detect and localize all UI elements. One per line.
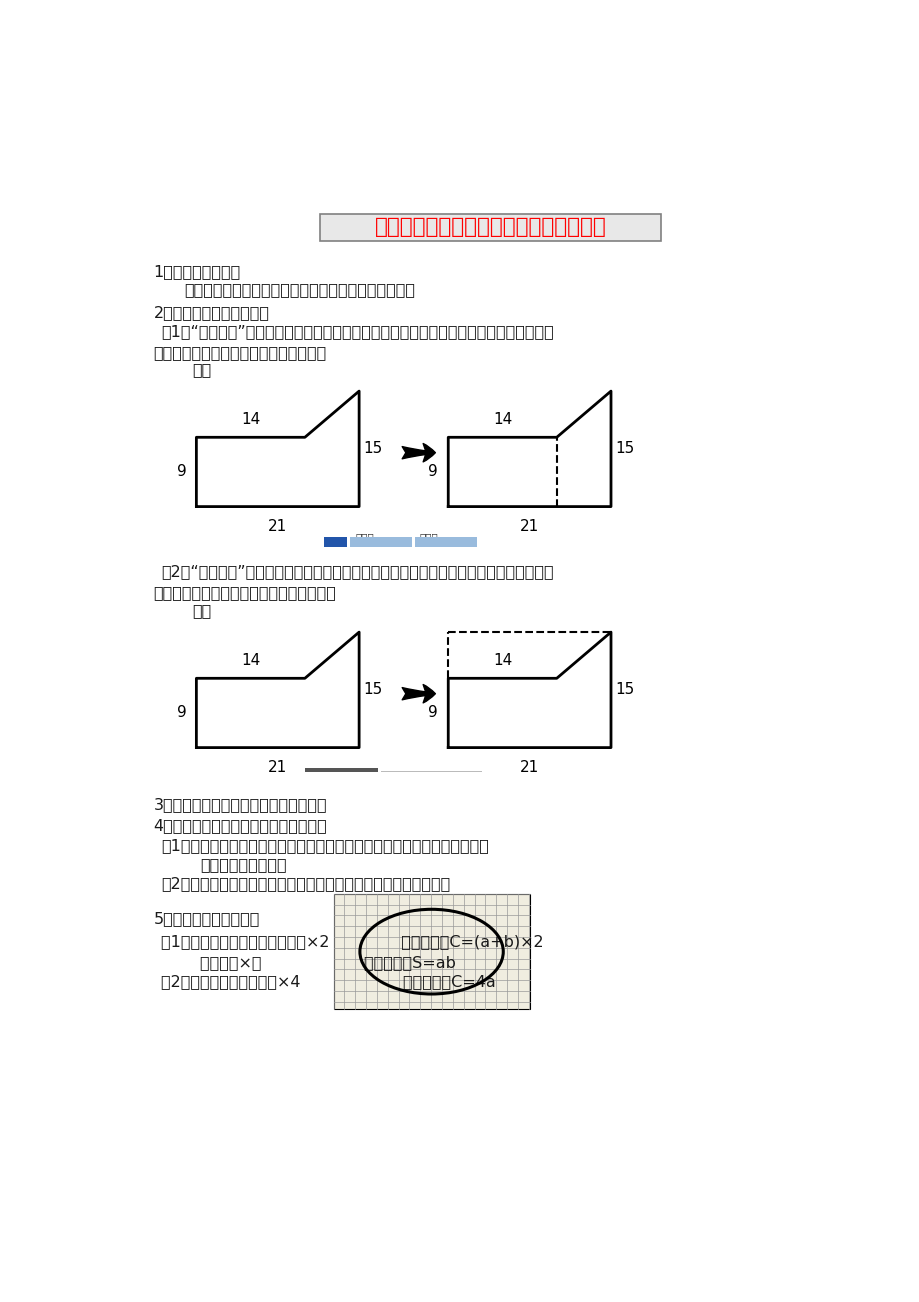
Bar bbox=[304, 768, 378, 772]
Text: （1）“分割求和”法：根据图形和所给条件的关系，将图形进行合理分割，形成基本图形。: （1）“分割求和”法：根据图形和所给条件的关系，将图形进行合理分割，形成基本图形… bbox=[162, 324, 553, 339]
Polygon shape bbox=[196, 391, 358, 506]
Text: 例：: 例： bbox=[192, 362, 211, 378]
Text: 14: 14 bbox=[241, 654, 260, 668]
Text: 14: 14 bbox=[241, 413, 260, 427]
Polygon shape bbox=[448, 631, 610, 747]
Text: 9: 9 bbox=[176, 706, 186, 720]
Text: 3、分割规则：分得越少，计算越简单。: 3、分割规则：分得越少，计算越简单。 bbox=[153, 797, 327, 812]
Text: 21: 21 bbox=[267, 519, 287, 534]
Text: 21: 21 bbox=[519, 760, 539, 775]
Text: 2、求组合图形面积的方法: 2、求组合图形面积的方法 bbox=[153, 305, 269, 320]
Text: 15: 15 bbox=[363, 682, 382, 698]
Text: 21: 21 bbox=[267, 760, 287, 775]
Text: 15: 15 bbox=[363, 441, 382, 456]
Text: 三角形: 三角形 bbox=[419, 533, 437, 542]
Text: 由几个简单的图形，通过不同的方式组合而成的图形。: 由几个简单的图形，通过不同的方式组合而成的图形。 bbox=[185, 281, 415, 297]
Text: 14: 14 bbox=[493, 413, 512, 427]
Bar bbox=[349, 538, 412, 547]
Text: 9: 9 bbox=[428, 706, 437, 720]
Text: 第六单元《组合图形的面积》知识点总结: 第六单元《组合图形的面积》知识点总结 bbox=[375, 217, 607, 237]
Polygon shape bbox=[196, 631, 358, 747]
Bar bbox=[323, 538, 347, 547]
FancyBboxPatch shape bbox=[320, 214, 661, 241]
Text: （1）长方形：周长＝（长＋宽）×2              字母公式：C=(a+b)×2: （1）长方形：周长＝（长＋宽）×2 字母公式：C=(a+b)×2 bbox=[162, 934, 543, 949]
Text: 4、不规则图形面积的估计与计算的方法: 4、不规则图形面积的估计与计算的方法 bbox=[153, 819, 327, 833]
Text: 15: 15 bbox=[615, 682, 634, 698]
Text: 面积＝长×宽                    字母公式：S=ab: 面积＝长×宽 字母公式：S=ab bbox=[200, 954, 456, 970]
Text: （2）“添补求差”法：将图形所缺部分进行添补，组成几个基本图形。几个基本图形的面积: （2）“添补求差”法：将图形所缺部分进行添补，组成几个基本图形。几个基本图形的面… bbox=[162, 564, 553, 579]
Bar bbox=[380, 771, 481, 772]
Text: （1）数格子的方法：数格子时，不满一格的可采用凑整法将几个合拼成一格: （1）数格子的方法：数格子时，不满一格的可采用凑整法将几个合拼成一格 bbox=[162, 838, 489, 853]
Text: 21: 21 bbox=[519, 519, 539, 534]
Text: 15: 15 bbox=[615, 441, 634, 456]
Text: 长方形: 长方形 bbox=[355, 533, 374, 542]
Text: （2）正方形：周长＝边长×4                    字母公式：C=4a: （2）正方形：周长＝边长×4 字母公式：C=4a bbox=[162, 974, 495, 990]
Text: 9: 9 bbox=[428, 465, 437, 479]
Text: 减去添补图形的面积就是组合图形的面积。: 减去添补图形的面积就是组合图形的面积。 bbox=[153, 585, 336, 600]
Text: （2）把不规则图形看成一个近似的基本图形，测量后计算出面积。: （2）把不规则图形看成一个近似的基本图形，测量后计算出面积。 bbox=[162, 876, 450, 891]
Text: 14: 14 bbox=[493, 654, 512, 668]
Text: 例：: 例： bbox=[192, 603, 211, 618]
Text: 9: 9 bbox=[176, 465, 186, 479]
Polygon shape bbox=[448, 391, 610, 506]
Bar bbox=[414, 538, 476, 547]
Text: 5、常见基本图形的面积: 5、常见基本图形的面积 bbox=[153, 911, 260, 926]
Text: 或不满一格算半格。: 或不满一格算半格。 bbox=[200, 857, 287, 872]
Text: 1、组合图形的意义: 1、组合图形的意义 bbox=[153, 264, 241, 279]
Text: 基本图形的面积和就是组合图形的面积。: 基本图形的面积和就是组合图形的面积。 bbox=[153, 345, 326, 359]
Bar bbox=[334, 894, 529, 1009]
